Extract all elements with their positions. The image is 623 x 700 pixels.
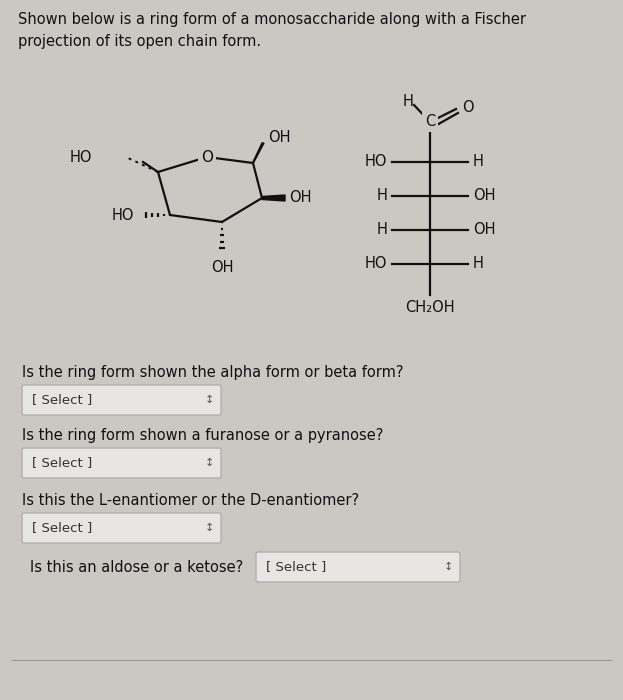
Text: OH: OH — [289, 190, 312, 206]
Polygon shape — [252, 143, 264, 164]
Text: ↕: ↕ — [204, 523, 214, 533]
Text: [ Select ]: [ Select ] — [32, 393, 92, 407]
Text: Is the ring form shown the alpha form or beta form?: Is the ring form shown the alpha form or… — [22, 365, 404, 380]
Text: HO: HO — [364, 155, 387, 169]
Text: ↕: ↕ — [444, 562, 453, 572]
Text: H: H — [376, 188, 387, 204]
Text: HO: HO — [112, 207, 134, 223]
Polygon shape — [262, 195, 285, 201]
Text: Is this the L-enantiomer or the D-enantiomer?: Is this the L-enantiomer or the D-enanti… — [22, 493, 359, 508]
Text: [ Select ]: [ Select ] — [32, 522, 92, 535]
Text: HO: HO — [70, 150, 92, 165]
FancyBboxPatch shape — [256, 552, 460, 582]
Text: ↕: ↕ — [204, 395, 214, 405]
Text: C: C — [425, 115, 435, 130]
Text: O: O — [201, 150, 213, 164]
Text: Shown below is a ring form of a monosaccharide along with a Fischer
projection o: Shown below is a ring form of a monosacc… — [18, 12, 526, 48]
FancyBboxPatch shape — [22, 448, 221, 478]
Text: O: O — [462, 99, 473, 115]
FancyBboxPatch shape — [22, 513, 221, 543]
Text: HO: HO — [364, 256, 387, 272]
Text: OH: OH — [473, 188, 495, 204]
Text: ↕: ↕ — [204, 458, 214, 468]
FancyBboxPatch shape — [22, 385, 221, 415]
Text: [ Select ]: [ Select ] — [32, 456, 92, 470]
Text: OH: OH — [473, 223, 495, 237]
Text: CH₂OH: CH₂OH — [405, 300, 455, 315]
Text: OH: OH — [268, 130, 290, 146]
Text: Is this an aldose or a ketose?: Is this an aldose or a ketose? — [30, 559, 243, 575]
Text: Is the ring form shown a furanose or a pyranose?: Is the ring form shown a furanose or a p… — [22, 428, 383, 443]
Text: [ Select ]: [ Select ] — [266, 561, 326, 573]
Text: H: H — [376, 223, 387, 237]
Text: H: H — [473, 256, 484, 272]
Text: OH: OH — [211, 260, 233, 275]
Text: H: H — [473, 155, 484, 169]
Text: H: H — [402, 94, 414, 109]
